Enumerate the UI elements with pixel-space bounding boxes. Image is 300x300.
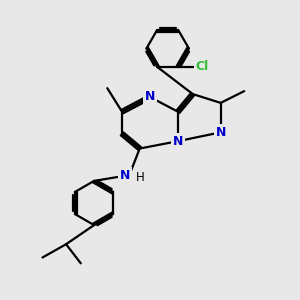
Text: H: H — [136, 171, 145, 184]
Text: N: N — [145, 91, 155, 103]
Text: Cl: Cl — [196, 60, 209, 73]
Text: N: N — [120, 169, 130, 182]
Text: N: N — [173, 135, 183, 148]
Text: N: N — [215, 126, 226, 139]
